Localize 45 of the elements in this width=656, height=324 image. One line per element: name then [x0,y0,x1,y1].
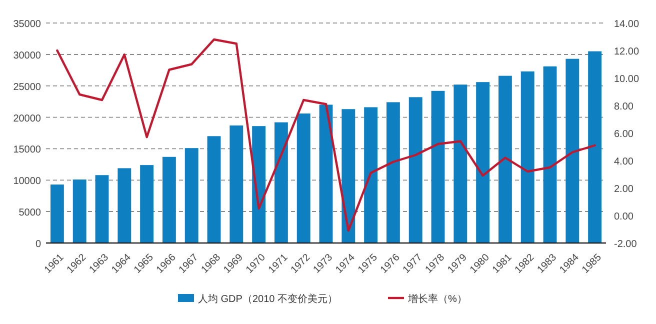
legend-label: 增长率（%） [407,293,467,305]
line-series [56,38,596,232]
bar [72,180,86,243]
bar [408,97,422,243]
y2-tick-label: 8.00 [614,102,634,112]
bar [319,104,333,243]
y2-tick-label: 12.00 [614,46,640,58]
y-tick-label: 0 [35,239,42,250]
bar [118,168,132,243]
bar [50,184,64,243]
bar [296,114,310,243]
bar [588,51,602,243]
bar [342,109,356,243]
bar [252,126,266,243]
bar [162,156,176,243]
bar [476,82,490,243]
bar [207,136,221,243]
bar [520,71,534,243]
bar [431,90,445,243]
bar [184,148,198,243]
y-tick-label: 20000 [13,113,42,124]
bar [95,175,109,243]
bar [498,76,512,243]
y2-tick-label: -2.00 [614,239,638,250]
y2-tick-label: 4.00 [614,156,634,168]
bar [386,102,400,243]
y-tick-label: 25000 [13,82,42,93]
bar [274,122,288,243]
bar [543,66,557,243]
bar [364,107,378,243]
bar [140,165,154,243]
bar [454,84,468,243]
y2-tick-label: 14.00 [614,19,640,30]
legend-label: 人均 GDP（2010 不变价美元） [198,293,338,305]
y2-tick-label: 2.00 [614,184,634,195]
y2-tick-label: 6.00 [614,129,634,140]
y-tick-label: 15000 [13,144,42,156]
y2-tick-label: 10.00 [614,74,640,85]
y2-tick-label: 0.00 [614,212,634,222]
bar [566,58,580,243]
y-tick-label: 5000 [18,208,42,219]
y-tick-label: 10000 [13,176,42,188]
y-tick-label: 30000 [13,50,42,62]
y-tick-label: 35000 [13,19,42,30]
bar [230,125,244,243]
